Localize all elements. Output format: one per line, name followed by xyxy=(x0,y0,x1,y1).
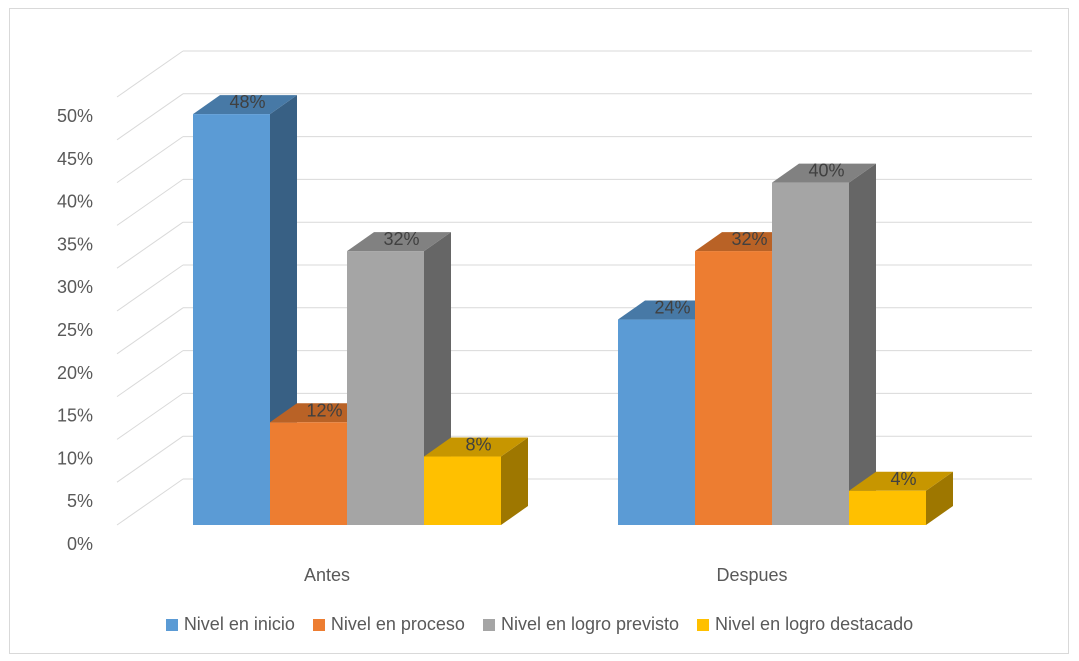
y-tick-label: 40% xyxy=(57,192,93,212)
y-tick-label: 25% xyxy=(57,320,93,340)
bar xyxy=(849,471,953,525)
data-label: 40% xyxy=(808,161,844,181)
bar xyxy=(772,163,876,525)
bar-side xyxy=(926,471,953,525)
gridline-diagonal xyxy=(116,93,184,141)
bar-front xyxy=(772,182,849,525)
bar-front xyxy=(347,251,424,525)
legend-label: Nivel en proceso xyxy=(330,614,465,634)
bar-front xyxy=(849,490,926,525)
data-label: 48% xyxy=(229,92,265,112)
y-axis-ticks: 0% 5% 10% 15% 20% 25% 30% 35% 40% 45% 50% xyxy=(57,106,93,554)
legend-item: Nivel en logro destacado xyxy=(697,614,913,635)
legend-label: Nivel en inicio xyxy=(183,614,295,634)
gridline-diagonal xyxy=(116,350,184,398)
bar-front xyxy=(695,251,772,525)
gridline-diagonal xyxy=(116,221,184,269)
legend-label: Nivel en logro previsto xyxy=(500,614,680,634)
legend-item: Nivel en logro previsto xyxy=(482,614,680,635)
legend-swatch xyxy=(312,618,325,631)
y-tick-label: 5% xyxy=(67,491,93,511)
bar-side xyxy=(849,163,876,525)
chart-frame xyxy=(9,8,1069,654)
bar-front xyxy=(270,422,347,525)
data-label: 4% xyxy=(890,469,916,489)
legend-swatch xyxy=(482,618,495,631)
bar-top xyxy=(193,95,297,115)
legend-item: Nivel en inicio xyxy=(165,614,295,635)
gridline-diagonal xyxy=(116,264,184,312)
gridline-diagonal xyxy=(116,50,184,98)
bar-top xyxy=(347,232,451,252)
category-labels: Antes Despues xyxy=(304,565,788,585)
gridline-diagonal xyxy=(116,307,184,355)
y-tick-label: 20% xyxy=(57,363,93,383)
bar-top xyxy=(772,163,876,183)
gridline-diagonal xyxy=(116,178,184,226)
bar-side xyxy=(501,437,528,525)
data-label: 32% xyxy=(383,229,419,249)
data-label: 32% xyxy=(731,229,767,249)
legend-swatch xyxy=(165,618,178,631)
legend-item: Nivel en proceso xyxy=(312,614,465,635)
y-tick-label: 0% xyxy=(67,534,93,554)
category-label: Despues xyxy=(716,565,787,585)
data-label: 24% xyxy=(654,298,690,318)
bar xyxy=(424,437,528,525)
y-tick-label: 15% xyxy=(57,406,93,426)
y-tick-label: 10% xyxy=(57,448,93,468)
bar-front xyxy=(193,114,270,526)
legend-swatch xyxy=(697,618,710,631)
bar-top xyxy=(424,437,528,457)
y-tick-label: 45% xyxy=(57,149,93,169)
legend-label: Nivel en logro destacado xyxy=(715,614,914,634)
bar-front xyxy=(424,456,501,525)
bar-front xyxy=(618,319,695,525)
y-tick-label: 35% xyxy=(57,234,93,254)
gridline-diagonal xyxy=(116,136,184,184)
bars xyxy=(193,95,953,526)
data-label: 12% xyxy=(306,400,342,420)
data-label: 8% xyxy=(465,435,491,455)
legend: Nivel en inicio Nivel en proceso Nivel en … xyxy=(0,614,1079,635)
gridline-diagonal xyxy=(116,392,184,440)
bar-top xyxy=(849,471,953,491)
gridline-diagonal xyxy=(116,478,184,526)
data-labels: 48% 12% 32% 8% 24% 32% 40% 4% xyxy=(229,92,916,489)
y-tick-label: 50% xyxy=(57,106,93,126)
category-label: Antes xyxy=(304,565,350,585)
gridline-diagonal xyxy=(116,435,184,483)
y-tick-label: 30% xyxy=(57,277,93,297)
